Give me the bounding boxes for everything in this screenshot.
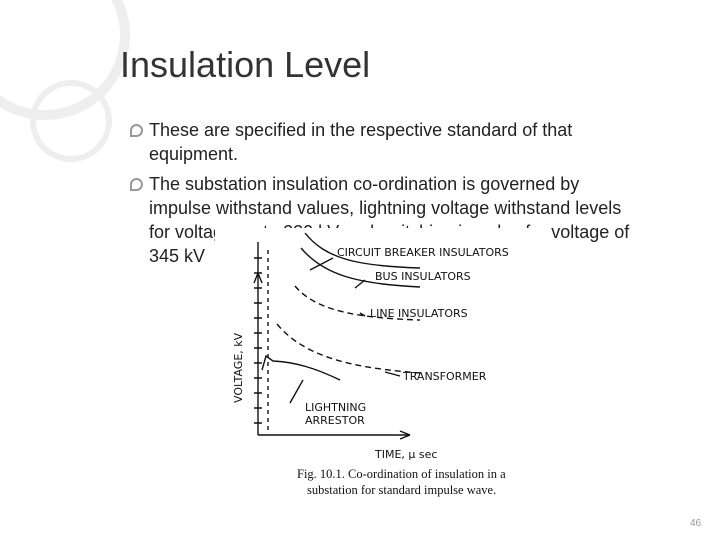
figure-label: TRANSFORMER	[402, 370, 487, 383]
bullet-line: impulse withstand values, lightning volt…	[149, 198, 622, 218]
figure-caption: substation for standard impulse wave.	[307, 483, 496, 497]
bullet-line: The substation insulation co-ordination …	[149, 174, 580, 194]
bullet: These are specified in the respective st…	[130, 118, 572, 166]
slide-title: Insulation Level	[120, 44, 371, 85]
curve	[276, 323, 421, 374]
bullet-icon	[130, 124, 143, 137]
curve	[294, 285, 421, 321]
curve	[261, 354, 341, 381]
curve	[304, 232, 421, 269]
figure-caption: Fig. 10.1. Co-ordination of insulation i…	[297, 467, 506, 481]
axis-arrow	[399, 430, 411, 440]
leader-line	[289, 257, 401, 404]
page-number: 46	[690, 518, 702, 529]
x-axis-label: TIME, μ sec	[374, 448, 437, 461]
figure-label: ARRESTOR	[305, 414, 365, 427]
bullet-line: equipment.	[149, 144, 239, 164]
bullet-icon	[130, 178, 143, 191]
figure: CIRCUIT BREAKER INSULATORS BUS INSULATOR…	[215, 228, 548, 505]
y-axis-label: VOLTAGE, kV	[232, 332, 245, 403]
bullet-line: 345 kV	[149, 246, 206, 266]
curve	[300, 247, 421, 288]
axis-ticks	[254, 257, 262, 424]
figure-label: CIRCUIT BREAKER INSULATORS	[337, 246, 509, 259]
bullet-line: These are specified in the respective st…	[149, 120, 573, 140]
decor-ring	[30, 80, 112, 162]
figure-label: BUS INSULATORS	[375, 270, 471, 283]
figure-label: LIGHTNING	[305, 401, 366, 414]
figure-label: LINE INSULATORS	[370, 307, 468, 320]
axis-arrow	[253, 272, 263, 284]
